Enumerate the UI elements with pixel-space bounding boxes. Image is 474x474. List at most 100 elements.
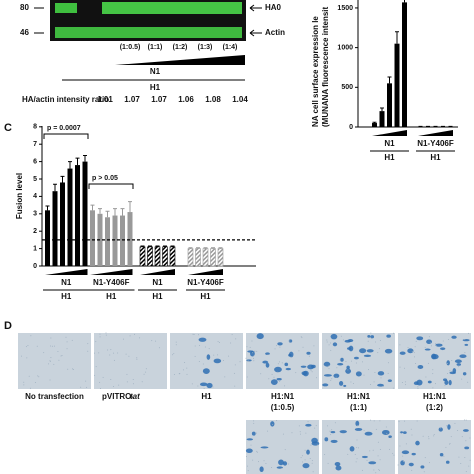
speckle [302, 371, 304, 373]
speckle [186, 373, 188, 375]
speckle [300, 457, 302, 459]
speckle [446, 362, 448, 364]
speckle [467, 332, 469, 334]
speckle [184, 362, 186, 364]
speckle [354, 454, 356, 456]
y-axis-label: NA cell surface expression le [311, 16, 320, 127]
speckle [192, 333, 194, 335]
speckle [206, 357, 208, 359]
speckle [110, 379, 112, 381]
error-bar [68, 161, 72, 169]
speckle [328, 368, 330, 370]
stained-cell [330, 439, 338, 443]
speckle [49, 360, 51, 362]
speckle [204, 346, 206, 348]
speckle [327, 425, 329, 427]
wedge [115, 55, 245, 65]
speckle [413, 352, 415, 354]
speckle [202, 363, 204, 365]
speckle [145, 371, 147, 373]
speckle [128, 355, 130, 357]
group-label: H1 [61, 292, 72, 301]
speckle [445, 446, 447, 448]
image-label: H1 [201, 392, 212, 401]
speckle [304, 459, 306, 461]
error-bar [211, 247, 215, 249]
wedge [45, 269, 88, 275]
stained-cell [246, 438, 254, 441]
ratio-label: (1:0.5) [120, 44, 141, 51]
intensity-value: 1.07 [151, 95, 167, 104]
speckle [380, 377, 382, 379]
speckle [423, 471, 425, 473]
speckle [465, 440, 467, 442]
stained-cell [440, 347, 446, 351]
speckle [404, 367, 406, 369]
speckle [217, 341, 219, 343]
speckle [317, 444, 319, 446]
speckle [197, 385, 199, 387]
group-label: H1 [152, 292, 163, 301]
intensity-value: 1.04 [232, 95, 248, 104]
speckle [246, 376, 248, 378]
micrograph [170, 333, 243, 389]
speckle [313, 345, 315, 347]
speckle [379, 459, 381, 461]
speckle [252, 355, 254, 357]
stained-cell [459, 354, 467, 359]
intensity-value: 1.08 [205, 95, 221, 104]
speckle [246, 465, 248, 467]
speckle [386, 432, 388, 434]
stained-cell [323, 361, 331, 367]
speckle [110, 349, 112, 351]
stained-cell [259, 466, 264, 473]
speckle [342, 339, 344, 341]
stained-cell [384, 348, 393, 354]
speckle [311, 462, 313, 464]
speckle [468, 465, 470, 467]
speckle [217, 354, 219, 356]
speckle [23, 381, 25, 383]
speckle [268, 378, 270, 380]
group-name: N1-Y406F [187, 278, 224, 287]
speckle [256, 450, 258, 452]
speckle [443, 455, 445, 457]
speckle [411, 434, 413, 436]
speckle [253, 422, 255, 424]
speckle [331, 378, 333, 380]
speckle [228, 355, 230, 357]
speckle [173, 374, 175, 376]
speckle [330, 379, 332, 381]
image-label: (1:0.5) [271, 403, 295, 412]
speckle [276, 345, 278, 347]
speckle [378, 469, 380, 471]
speckle [143, 373, 145, 375]
speckle [445, 425, 447, 427]
speckle [398, 421, 400, 423]
intensity-value: 1.01 [97, 95, 113, 104]
speckle [51, 345, 53, 347]
speckle [60, 355, 62, 357]
speckle [428, 462, 430, 464]
bar [402, 2, 407, 128]
speckle [413, 356, 415, 358]
speckle [465, 419, 467, 421]
speckle [363, 429, 365, 431]
speckle [458, 366, 460, 368]
speckle [435, 342, 437, 344]
speckle [382, 385, 384, 387]
speckle [460, 463, 462, 465]
error-bar [148, 245, 152, 247]
speckle [271, 373, 273, 375]
speckle [141, 381, 143, 383]
speckle [193, 334, 195, 336]
speckle [309, 458, 311, 460]
stained-cell [251, 431, 256, 436]
speckle [301, 337, 303, 339]
bar [105, 217, 110, 266]
speckle [469, 437, 471, 439]
speckle [375, 472, 377, 474]
stained-cell [407, 348, 414, 354]
speckle [410, 428, 412, 430]
stained-cell [198, 337, 207, 342]
